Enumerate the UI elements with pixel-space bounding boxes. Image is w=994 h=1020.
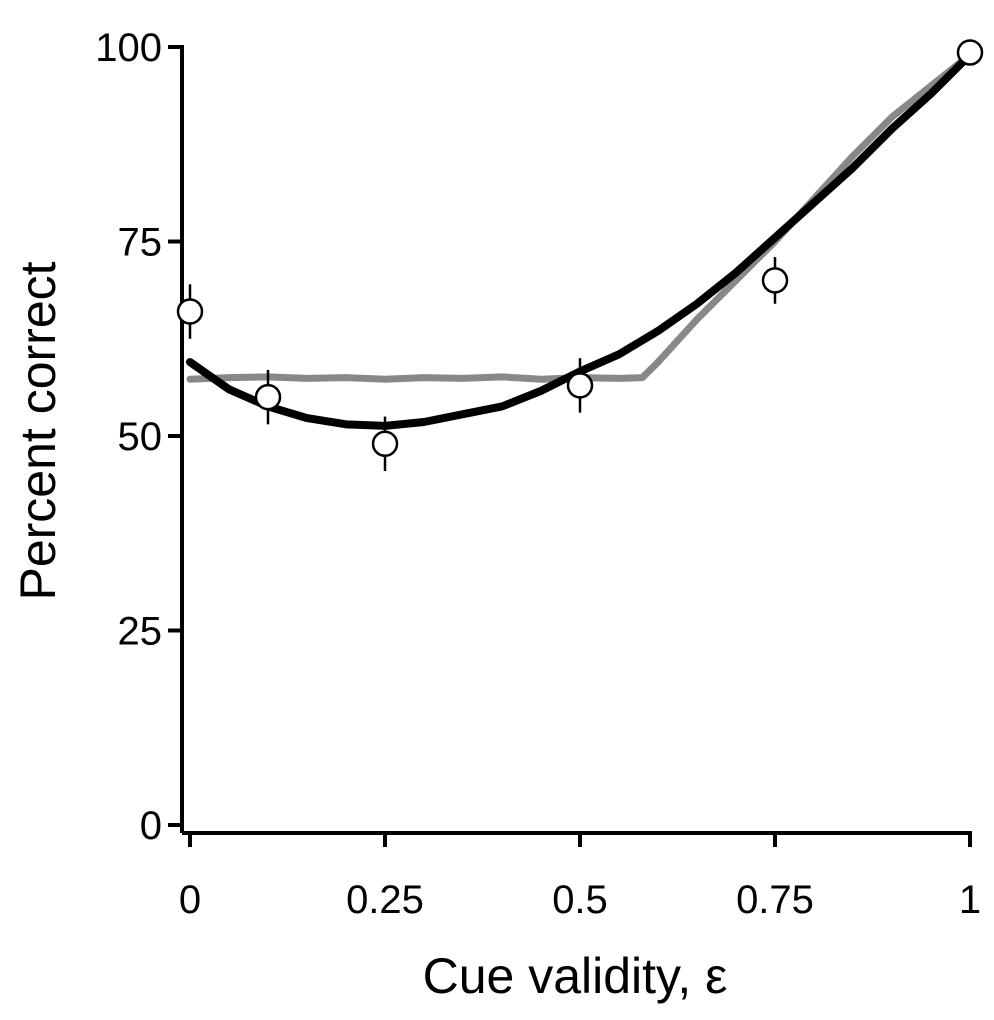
- x-tick-label: 0.25: [346, 878, 424, 922]
- x-tick-label: 0.75: [736, 878, 814, 922]
- data-point: [371, 430, 399, 458]
- points-layer: [176, 39, 984, 472]
- axes: [180, 45, 972, 835]
- x-tick-label: 0: [179, 878, 201, 922]
- gray-model-line: [186, 51, 974, 383]
- data-point: [254, 383, 282, 411]
- y-axis-title: Percent correct: [10, 261, 66, 600]
- data-point: [761, 267, 789, 294]
- y-tick-label: 50: [118, 415, 163, 459]
- x-ticks: 0 0.25 0.5 0.75 1: [179, 833, 981, 922]
- y-tick-label: 0: [140, 804, 162, 848]
- data-point: [956, 39, 984, 66]
- x-axis-title: Cue validity, ε: [423, 948, 728, 1004]
- y-tick-label: 75: [118, 221, 163, 265]
- x-tick-label: 0.5: [552, 878, 608, 922]
- data-point: [566, 372, 594, 399]
- x-tick-label: 1: [959, 878, 981, 922]
- y-ticks: 0 25 50 75 100: [95, 26, 182, 848]
- data-point: [176, 298, 204, 325]
- y-tick-label: 25: [118, 610, 163, 654]
- y-tick-label: 100: [95, 26, 162, 70]
